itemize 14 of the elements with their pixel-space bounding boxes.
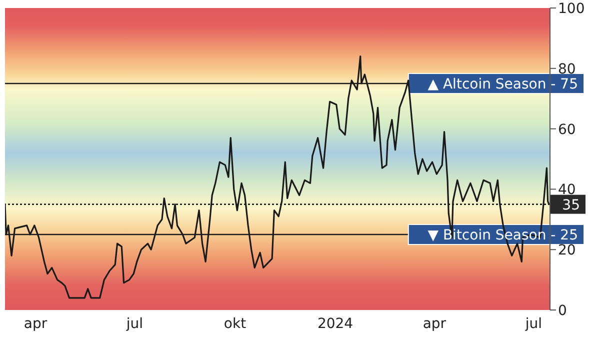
- y-tick-label: 20: [558, 242, 576, 259]
- x-tick-label: 2024: [317, 316, 354, 332]
- y-tick-label: 100: [558, 0, 585, 17]
- x-tick-label: okt: [224, 316, 247, 332]
- y-tick-label: 40: [558, 182, 576, 198]
- y-tick-label: 60: [558, 122, 576, 138]
- x-tick-label: jul: [524, 316, 542, 332]
- ref-line-label: ▲ Altcoin Season - 75: [428, 76, 578, 92]
- x-tick-label: apr: [24, 316, 48, 332]
- x-tick-label: apr: [422, 316, 446, 332]
- x-tick-label: jul: [125, 316, 144, 332]
- y-tick-label: 0: [558, 302, 567, 319]
- ref-line-label: 35: [562, 197, 580, 214]
- y-tick-label: 80: [558, 61, 576, 78]
